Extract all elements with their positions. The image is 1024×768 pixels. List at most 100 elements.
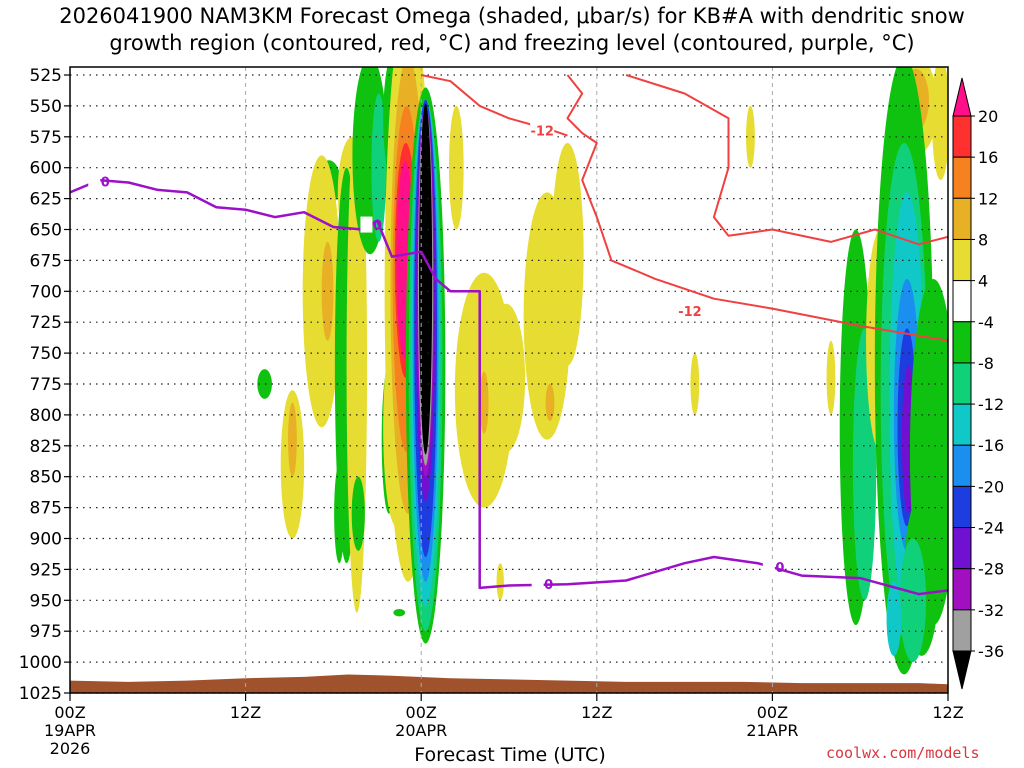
y-tick-label: 575	[30, 128, 62, 148]
omega-shade	[545, 384, 555, 422]
omega-shade	[321, 241, 334, 341]
x-tick-label: 00Z	[406, 703, 437, 722]
omega-shade	[826, 340, 836, 415]
plot-frame	[69, 66, 949, 694]
freezing-level-label-bg	[531, 576, 544, 593]
colorbar-label: -32	[978, 601, 1004, 620]
x-tick-year: 2026	[50, 739, 91, 758]
colorbar-swatch	[952, 197, 972, 240]
x-tick-label: 00Z	[757, 703, 788, 722]
omega-shade	[371, 93, 387, 242]
chart-title-line1: 2026041900 NAM3KM Forecast Omega (shaded…	[59, 4, 965, 28]
chart-title-line2: growth region (contoured, red, °C) and f…	[109, 31, 915, 55]
colorbar-label: 12	[978, 189, 998, 208]
y-tick-label: 850	[30, 468, 62, 488]
y-tick-label: 825	[30, 437, 62, 457]
y-tick-label: 625	[30, 190, 62, 210]
y-tick-label: 525	[30, 66, 62, 86]
x-tick-label: 12Z	[581, 703, 612, 722]
colorbar-swatch	[952, 485, 972, 529]
colorbar-label: -28	[978, 560, 1004, 579]
colorbar-label: 16	[978, 148, 998, 167]
dgz-label: -12	[530, 125, 554, 140]
y-tick-label: 800	[30, 406, 62, 426]
freezing-level-label-bg	[88, 173, 101, 190]
colorbar-swatch	[952, 238, 972, 282]
dgz-label-bg	[677, 303, 702, 320]
colorbar-label: 4	[978, 272, 988, 291]
colorbar-label: -36	[978, 642, 1004, 661]
dgz-lower-contour	[625, 74, 948, 246]
freezing-level-label: 0	[101, 175, 110, 190]
x-axis-title: Forecast Time (UTC)	[414, 744, 606, 766]
omega-shade	[551, 142, 584, 366]
omega-shade	[899, 538, 927, 663]
omega-shade	[746, 105, 755, 168]
freezing-level-label: 0	[373, 219, 382, 234]
omega-shade	[288, 402, 297, 477]
colorbar-label: -4	[978, 313, 994, 332]
freezing-level-contour	[70, 178, 948, 596]
colorbar-swatch	[952, 115, 972, 158]
omega-shade	[487, 303, 526, 452]
x-tick-date: 21APR	[746, 721, 798, 740]
omega-shade	[302, 155, 341, 428]
y-tick-label: 700	[30, 282, 62, 302]
dgz-upper-contour	[420, 74, 568, 137]
y-tick-label: 725	[30, 313, 62, 333]
colorbar-swatch	[952, 280, 972, 323]
y-tick-label: 600	[30, 159, 62, 179]
omega-shade	[351, 476, 365, 551]
dgz-label-bg	[530, 122, 555, 139]
y-tick-label: 1000	[19, 653, 62, 673]
omega-shade	[257, 369, 272, 399]
freezing-level-label-bg	[360, 216, 373, 233]
colorbar-swatch	[952, 77, 972, 117]
dgz-label: -12	[678, 305, 702, 320]
y-tick-label: 775	[30, 375, 62, 395]
terrain-fill	[70, 674, 948, 693]
colorbar-label: -16	[978, 436, 1004, 455]
colorbar-swatch	[952, 403, 972, 446]
colorbar-label: -12	[978, 395, 1004, 414]
y-tick-label: 650	[30, 221, 62, 241]
y-tick-label: 875	[30, 499, 62, 519]
y-tick-label: 550	[30, 97, 62, 117]
y-tick-label: 675	[30, 251, 62, 271]
freezing-level-label-bg	[762, 558, 775, 575]
x-tick-label: 00Z	[54, 703, 85, 722]
colorbar-swatch	[952, 609, 972, 652]
omega-shade	[393, 608, 406, 617]
colorbar-swatch	[952, 568, 972, 611]
y-tick-label: 1025	[19, 684, 62, 704]
x-tick-date: 19APR	[44, 721, 96, 740]
colorbar-swatch	[952, 362, 972, 405]
y-tick-label: 925	[30, 560, 62, 580]
freezing-level-label: 0	[544, 578, 553, 593]
y-tick-label: 950	[30, 591, 62, 611]
omega-shade	[419, 103, 433, 455]
colorbar-swatch	[952, 527, 972, 570]
omega-shade	[479, 371, 489, 434]
colorbar-label: 8	[978, 230, 988, 249]
omega-shade	[886, 581, 902, 656]
dgz-minus12-contour	[566, 74, 948, 342]
colorbar-swatch	[952, 321, 972, 364]
colorbar-swatch	[952, 156, 972, 199]
colorbar-swatch	[952, 650, 972, 690]
x-tick-date: 20APR	[395, 721, 447, 740]
x-tick-label: 12Z	[230, 703, 261, 722]
omega-shade	[931, 67, 948, 181]
colorbar-label: -8	[978, 354, 994, 373]
colorbar-label: -20	[978, 477, 1004, 496]
colorbar-swatch	[952, 444, 972, 487]
y-tick-label: 900	[30, 530, 62, 550]
x-tick-label: 12Z	[932, 703, 963, 722]
y-tick-label: 750	[30, 344, 62, 364]
colorbar-label: 20	[978, 107, 998, 126]
credit-link[interactable]: coolwx.com/models	[826, 744, 980, 762]
omega-shade	[449, 105, 464, 230]
freezing-level-label: 0	[775, 561, 784, 576]
omega-shade	[496, 563, 504, 601]
